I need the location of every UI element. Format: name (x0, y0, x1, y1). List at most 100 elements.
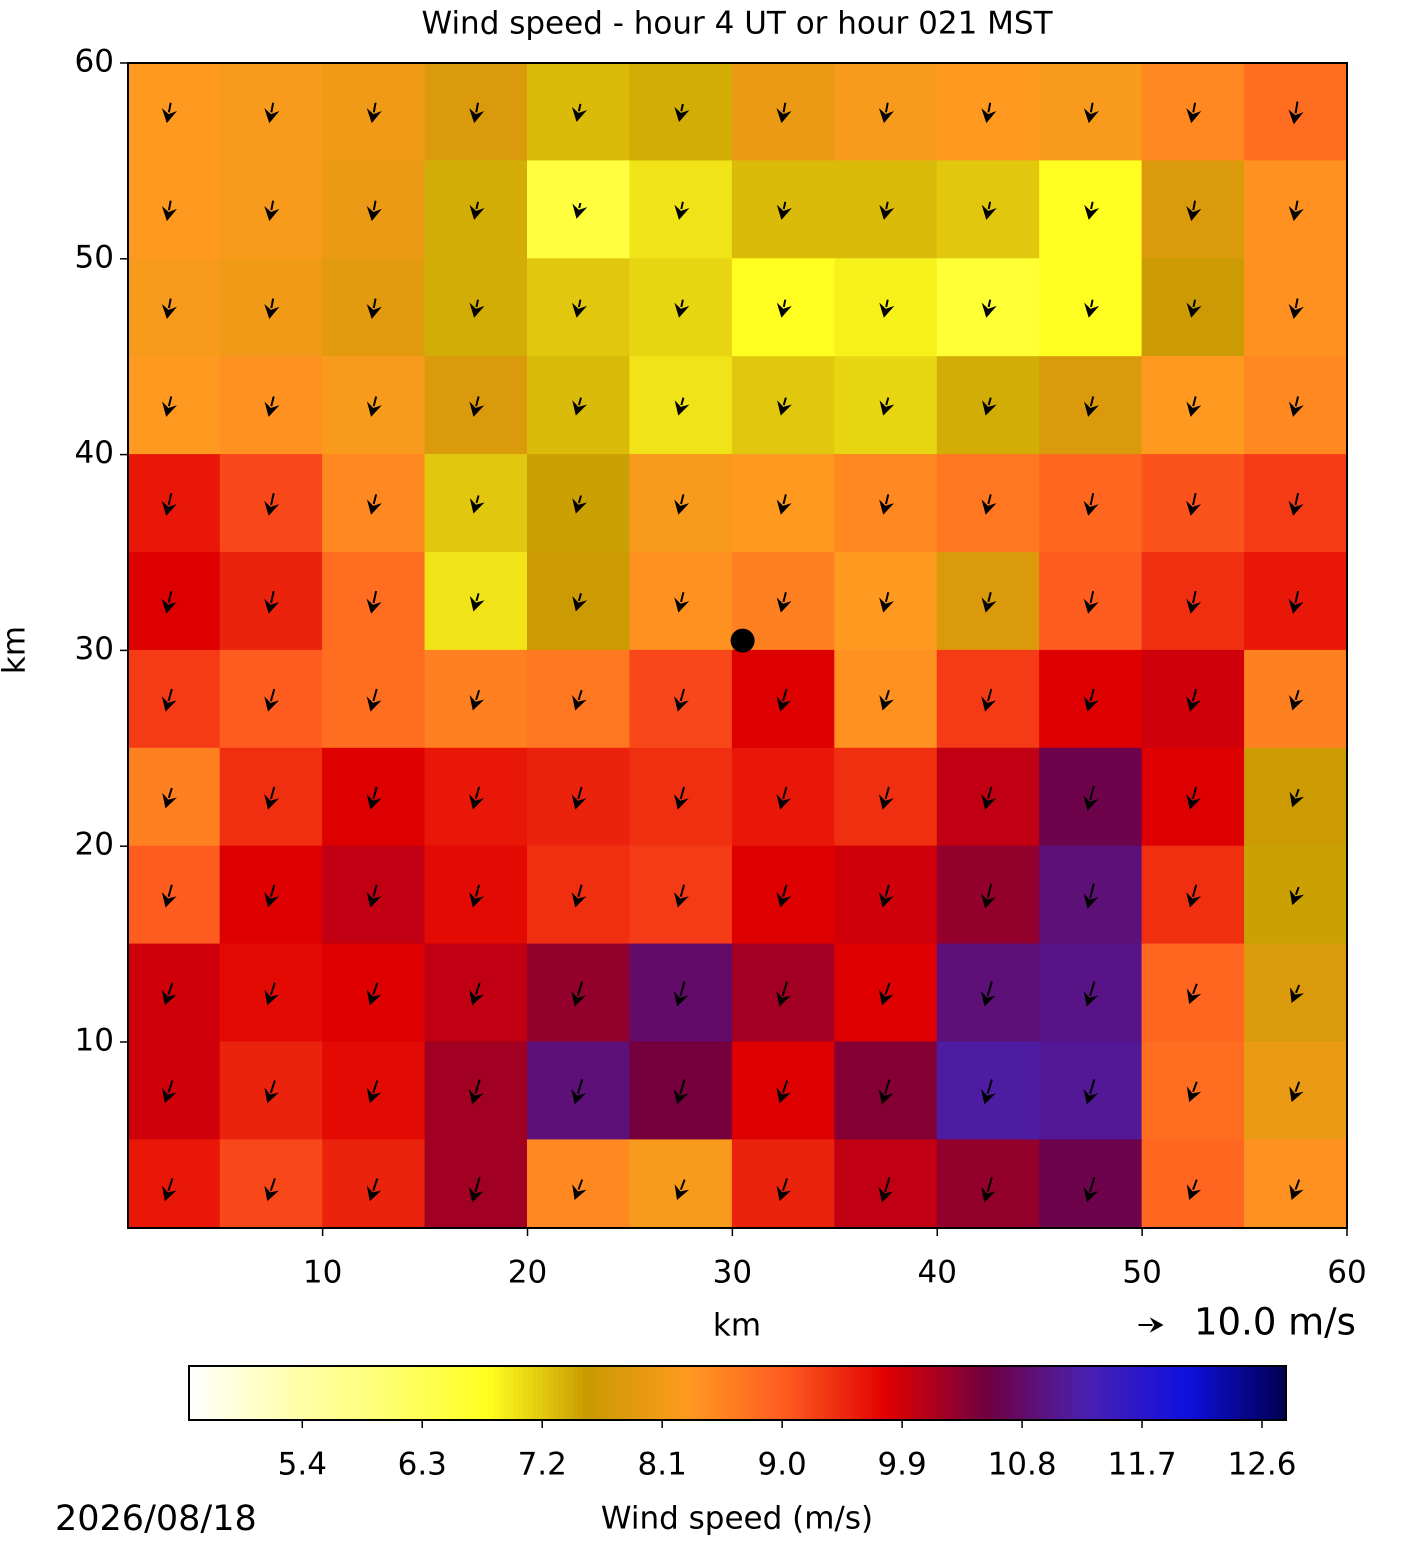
colorbar-slice (807, 1366, 813, 1420)
colorbar-slice (1266, 1366, 1272, 1420)
colorbar-slice (682, 1366, 689, 1420)
wind-arrow (980, 883, 996, 909)
colorbar-slice (208, 1366, 215, 1420)
colorbar-slice (363, 1366, 370, 1420)
wind-arrow (1186, 299, 1202, 318)
wind-arrow (1289, 1179, 1304, 1200)
heatmap-cell (1039, 258, 1143, 358)
wind-arrow (1288, 101, 1304, 125)
wind-arrow (161, 492, 177, 516)
colorbar-slice (707, 1366, 714, 1420)
colorbar-slice (577, 1366, 584, 1420)
colorbar-slice (767, 1366, 774, 1420)
heatmap-cell (128, 258, 221, 358)
wind-arrow (1083, 492, 1099, 516)
colorbar-slice (737, 1366, 744, 1420)
colorbar-slice (528, 1366, 534, 1420)
colorbar-slice (1181, 1366, 1187, 1420)
colorbar-slice (1086, 1366, 1093, 1420)
colorbar-slice (1131, 1366, 1138, 1420)
colorbar-slice (852, 1366, 858, 1420)
wind-arrow (879, 299, 895, 318)
colorbar-slice (1021, 1366, 1028, 1420)
heatmap-cell (128, 454, 221, 553)
heatmap-cell (936, 1139, 1041, 1228)
wind-arrow (366, 298, 382, 319)
colorbar-slice (1176, 1366, 1182, 1420)
wind-arrow (981, 299, 997, 318)
wind-arrow (366, 200, 382, 222)
date: 2026/08/18 (55, 1499, 257, 1539)
wind-arrow (1083, 981, 1099, 1007)
colorbar-slice (882, 1366, 888, 1420)
colorbar-slice (1026, 1366, 1033, 1420)
colorbar-slice (976, 1366, 983, 1420)
colorbar-slice (1196, 1366, 1202, 1420)
wind-arrow (981, 1079, 996, 1105)
colorbar-slice (323, 1366, 330, 1420)
wind-arrow (1289, 886, 1305, 906)
wind-arrow (674, 592, 690, 613)
colorbar-slice (582, 1366, 589, 1420)
wind-arrow (1186, 786, 1202, 810)
colorbar-slice (1146, 1366, 1152, 1420)
heatmap-cell (527, 356, 631, 456)
colorbar-slice (428, 1366, 434, 1420)
wind-arrow (1186, 1081, 1202, 1103)
wind-arrow (469, 102, 485, 124)
colorbar-slice (926, 1366, 933, 1420)
heatmap-cell (1141, 258, 1246, 358)
heatmap-cell (1244, 1139, 1347, 1228)
colorbar-slice (732, 1366, 739, 1420)
heatmap-cell (128, 845, 221, 945)
colorbar-slice (263, 1366, 270, 1420)
heatmap-cell (1244, 943, 1347, 1043)
quiver-key-label: 10.0 m/s (1194, 1301, 1356, 1344)
colorbar-slice (498, 1366, 504, 1420)
wind-arrow (674, 688, 689, 712)
colorbar-slice (443, 1366, 449, 1420)
y-axis-label: km (0, 626, 33, 674)
wind-arrows (161, 101, 1305, 1203)
colorbar-slice (318, 1366, 325, 1420)
colorbar-slice (921, 1366, 928, 1420)
colorbar-slice (373, 1366, 380, 1420)
wind-arrow (469, 201, 485, 220)
chart-title: Wind speed - hour 4 UT or hour 021 MST (421, 6, 1053, 42)
colorbar-slice (253, 1366, 260, 1420)
wind-arrow (161, 102, 177, 124)
heatmap-cell (629, 160, 733, 260)
heatmap-cell (128, 1139, 221, 1228)
heatmap-cell (731, 160, 836, 260)
colorbar-slice (338, 1366, 345, 1420)
wind-arrow (366, 688, 382, 712)
heatmap-cell (834, 160, 938, 260)
heatmap-cell (128, 356, 221, 456)
colorbar-slice (936, 1366, 943, 1420)
colorbar-slice (1246, 1366, 1252, 1420)
wind-arrow (879, 982, 894, 1006)
colorbar-slice (213, 1366, 220, 1420)
colorbar-slice (1011, 1366, 1018, 1420)
wind-arrow (674, 201, 690, 220)
colorbar-slice (752, 1366, 759, 1420)
colorbar-slice (478, 1366, 484, 1420)
colorbar-slice (712, 1366, 719, 1420)
colorbar-slice (538, 1366, 544, 1420)
colorbar-slice (458, 1366, 464, 1420)
wind-arrow (1083, 883, 1099, 909)
colorbar-slice (1141, 1366, 1147, 1420)
colorbar-slice (592, 1366, 599, 1420)
colorbar-tick-label: 5.4 (278, 1447, 327, 1483)
colorbar-slice (557, 1366, 564, 1420)
colorbar-slice (468, 1366, 474, 1420)
wind-arrow (673, 981, 689, 1007)
colorbar-slice (553, 1366, 559, 1420)
colorbar-slice (817, 1366, 823, 1420)
wind-arrow (1186, 590, 1202, 614)
colorbar-slice (612, 1366, 619, 1420)
wind-arrow (1186, 492, 1202, 516)
colorbar-slice (692, 1366, 699, 1420)
colorbar-slice (1136, 1366, 1142, 1420)
wind-arrow (469, 884, 484, 908)
